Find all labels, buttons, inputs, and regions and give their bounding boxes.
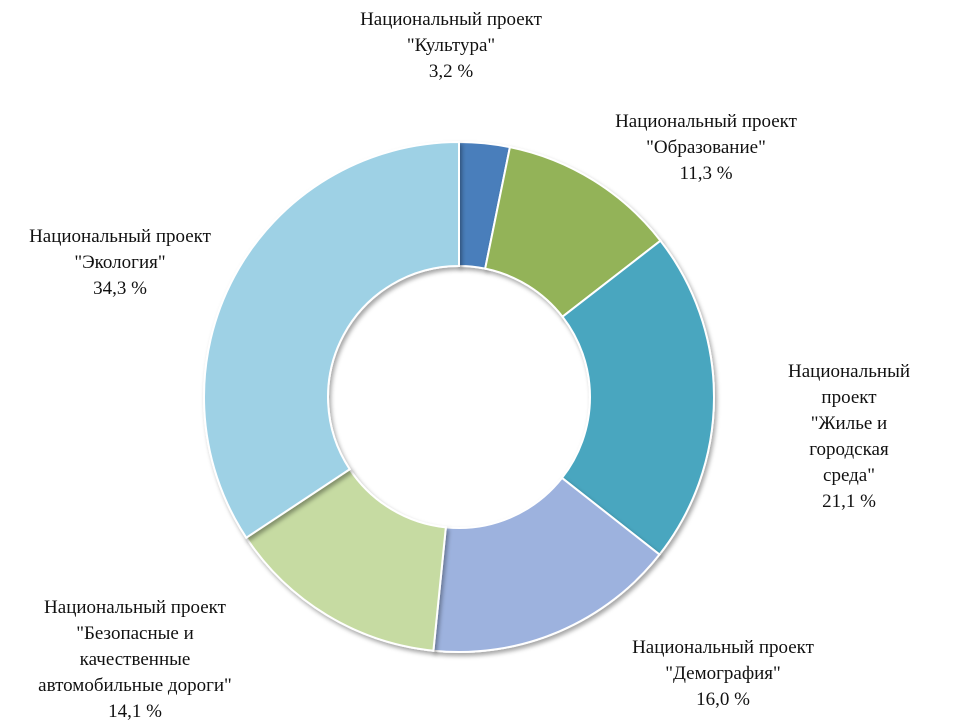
category-label: Национальный проект "Культура"	[360, 9, 542, 56]
category-label: Национальный проект "Демография"	[632, 637, 814, 684]
donut-slice	[203, 140, 460, 540]
value-label: 16,0 %	[696, 689, 750, 710]
category-label: Национальный проект "Жилье и городская с…	[787, 361, 911, 486]
slice-label: Национальный проект "Безопасные и качест…	[38, 595, 232, 722]
value-label: 11,3 %	[679, 163, 733, 184]
value-label: 21,1 %	[822, 491, 876, 512]
slice-label: Национальный проект "Жилье и городская с…	[788, 359, 910, 515]
value-label: 34,3 %	[93, 278, 147, 299]
donut-slice	[432, 476, 661, 654]
slice-label: Национальный проект "Демография" 16,0 %	[632, 635, 814, 713]
slice-label: Национальный проект "Образование" 11,3 %	[615, 109, 797, 187]
category-label: Национальный проект "Образование"	[615, 111, 797, 158]
donut-slice	[560, 239, 715, 556]
slice-label: Национальный проект "Культура" 3,2 %	[360, 7, 542, 85]
value-label: 14,1 %	[108, 701, 162, 722]
category-label: Национальный проект "Экология"	[29, 226, 211, 273]
value-label: 3,2 %	[428, 61, 474, 82]
slice-label: Национальный проект "Экология" 34,3 %	[29, 224, 211, 302]
category-label: Национальный проект "Безопасные и качест…	[38, 597, 232, 696]
